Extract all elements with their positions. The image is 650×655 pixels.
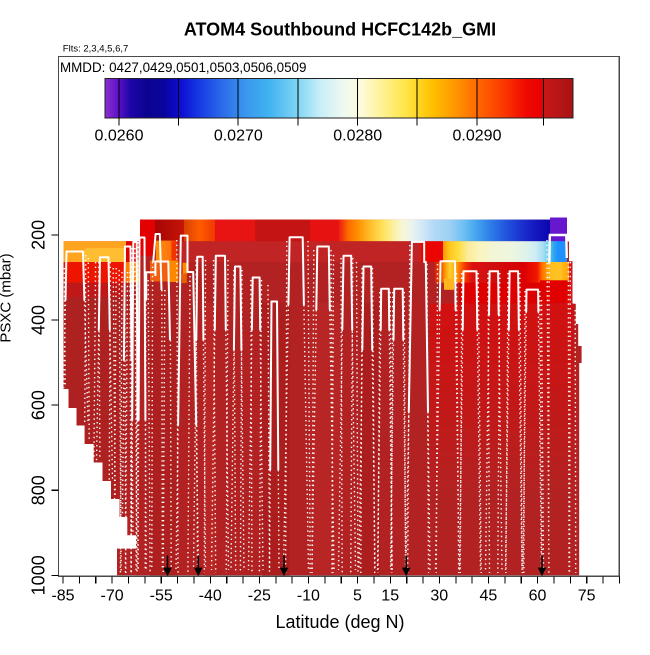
svg-text:Latitude (deg N): Latitude (deg N) [275,612,404,632]
svg-text:60: 60 [529,588,547,605]
svg-text:0.0260: 0.0260 [95,128,144,145]
svg-text:0.0270: 0.0270 [214,128,263,145]
svg-text:600: 600 [29,390,49,420]
svg-text:5: 5 [353,588,362,605]
svg-text:-10: -10 [297,588,320,605]
svg-text:15: 15 [381,588,399,605]
svg-text:-85: -85 [51,588,74,605]
svg-text:0.0280: 0.0280 [333,128,382,145]
svg-text:-25: -25 [248,588,271,605]
svg-text:ATOM4 Southbound HCFC142b_GMI: ATOM4 Southbound HCFC142b_GMI [184,20,496,40]
svg-text:0.0290: 0.0290 [453,128,502,145]
svg-text:PSXC (mbar): PSXC (mbar) [0,253,15,342]
svg-text:-70: -70 [101,588,124,605]
svg-text:45: 45 [480,588,498,605]
svg-text:1000: 1000 [29,555,49,595]
svg-text:75: 75 [578,588,596,605]
svg-text:30: 30 [430,588,448,605]
svg-text:-55: -55 [150,588,173,605]
svg-text:Flts: 2,3,4,5,6,7: Flts: 2,3,4,5,6,7 [63,44,128,55]
svg-text:800: 800 [29,475,49,505]
svg-text:-40: -40 [199,588,222,605]
svg-text:200: 200 [29,220,49,250]
svg-text:MMDD: 0427,0429,0501,0503,0506: MMDD: 0427,0429,0501,0503,0506,0509 [60,60,306,75]
svg-text:400: 400 [29,305,49,335]
